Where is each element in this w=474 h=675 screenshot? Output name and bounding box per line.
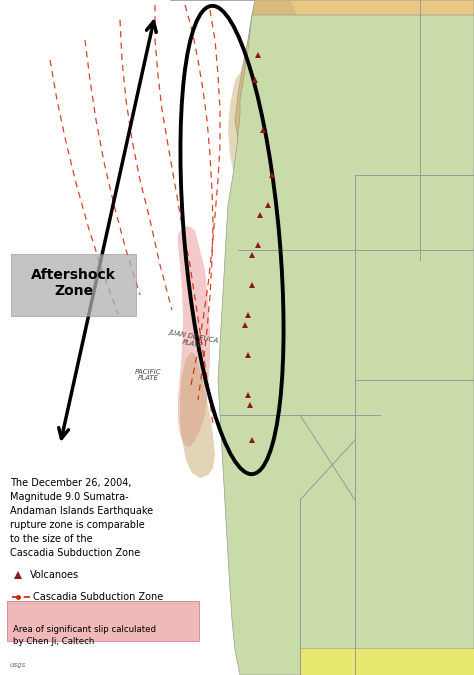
FancyBboxPatch shape xyxy=(7,601,199,641)
Polygon shape xyxy=(178,226,210,447)
Polygon shape xyxy=(218,15,474,675)
Polygon shape xyxy=(180,352,215,478)
Polygon shape xyxy=(170,0,474,225)
Polygon shape xyxy=(228,0,310,198)
Text: Volcanoes: Volcanoes xyxy=(30,570,79,580)
Text: Cascadia Subduction Zone: Cascadia Subduction Zone xyxy=(33,592,163,602)
Text: usgs: usgs xyxy=(10,662,26,668)
Text: Aftershock
Zone: Aftershock Zone xyxy=(31,268,116,298)
Text: JUAN DE FUCA
PLATE: JUAN DE FUCA PLATE xyxy=(167,329,219,351)
Text: The December 26, 2004,
Magnitude 9.0 Sumatra-
Andaman Islands Earthquake
rupture: The December 26, 2004, Magnitude 9.0 Sum… xyxy=(10,478,153,558)
FancyBboxPatch shape xyxy=(11,254,136,316)
Polygon shape xyxy=(300,648,474,675)
Text: PACIFIC
PLATE: PACIFIC PLATE xyxy=(135,369,161,381)
Text: Area of significant slip calculated
by Chen Ji, Caltech: Area of significant slip calculated by C… xyxy=(13,625,156,646)
